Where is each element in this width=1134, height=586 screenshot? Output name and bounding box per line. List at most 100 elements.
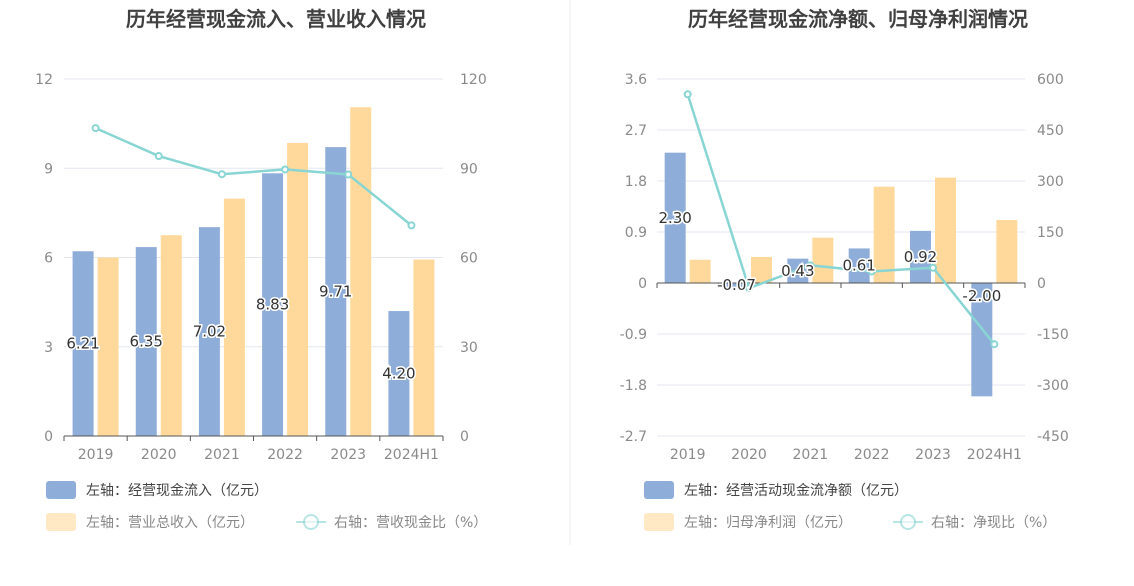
- bar-series-2: [350, 107, 372, 436]
- bar-series-1: [325, 147, 347, 436]
- y-right-tick-label: 120: [460, 72, 487, 88]
- legend-label-series-1: 左轴：经营现金流入（亿元）: [86, 483, 268, 499]
- y-right-tick-label: 450: [1037, 123, 1064, 139]
- y-right-tick-label: 60: [460, 251, 478, 267]
- bar-data-label: -2.00: [962, 287, 1001, 305]
- y-left-tick-label: -2.7: [620, 429, 647, 445]
- x-tick-label: 2021: [793, 447, 829, 463]
- chart-title-left: 历年经营现金流入、营业收入情况: [126, 7, 426, 31]
- y-right-tick-label: 0: [1037, 276, 1046, 292]
- bar-series-1: [971, 283, 993, 397]
- bar-series-2: [287, 142, 309, 436]
- y-right-tick-label: 90: [460, 161, 478, 177]
- bar-series-2: [935, 177, 956, 283]
- y-left-tick-label: 9: [44, 161, 53, 177]
- line-point: [154, 152, 163, 161]
- bar-series-1: [388, 311, 410, 436]
- bar-series-1: [262, 173, 284, 436]
- y-left-tick-label: 1.8: [625, 174, 647, 190]
- bar-series-2: [996, 220, 1018, 283]
- line-point: [683, 90, 692, 99]
- x-tick-label: 2024H1: [384, 447, 439, 463]
- y-left-tick-label: 3: [44, 340, 53, 356]
- line-point: [281, 165, 290, 174]
- y-left-tick-label: -1.8: [620, 378, 647, 394]
- legend-label-series-2: 左轴：营业总收入（亿元）: [86, 515, 254, 531]
- x-tick-label: 2022: [854, 447, 890, 463]
- y-left-tick-label: 3.6: [625, 72, 647, 88]
- legend-label-series-3: 右轴：营收现金比（%）: [334, 515, 487, 531]
- y-left-tick-label: 0: [44, 429, 53, 445]
- line-point: [91, 124, 100, 133]
- line-point: [745, 284, 753, 293]
- x-tick-label: 2020: [141, 447, 177, 463]
- line-point: [407, 221, 416, 230]
- legend-label-series-2: 左轴：归母净利润（亿元）: [684, 514, 852, 531]
- bar-data-label: 6.35: [130, 333, 163, 351]
- bar-series-2: [223, 198, 245, 436]
- chart-title-right: 历年经营现金流净额、归母净利润情况: [688, 7, 1028, 31]
- x-tick-label: 2022: [267, 447, 303, 463]
- line-point: [990, 340, 999, 349]
- y-left-tick-label: 12: [35, 72, 53, 88]
- bar-series-1: [664, 152, 686, 283]
- x-tick-label: 2021: [204, 447, 240, 463]
- y-right-tick-label: 600: [1037, 72, 1064, 88]
- bar-series-1: [198, 227, 220, 436]
- x-tick-label: 2019: [670, 447, 706, 463]
- y-left-tick-label: 2.7: [625, 123, 647, 139]
- legend-swatch-series-3-marker: [303, 514, 319, 530]
- y-right-tick-label: 300: [1037, 174, 1064, 190]
- line-point: [806, 261, 815, 270]
- x-tick-label: 2024H1: [967, 447, 1022, 463]
- y-left-tick-label: 0.9: [625, 225, 647, 241]
- y-left-tick-label: -0.9: [620, 327, 647, 343]
- bar-series-2: [160, 235, 182, 436]
- y-left-tick-label: 0: [638, 276, 647, 292]
- bar-series-2: [812, 237, 834, 283]
- legend-swatch-series-1: [644, 481, 674, 499]
- y-right-tick-label: 0: [460, 429, 469, 445]
- bar-series-1: [848, 248, 870, 283]
- bar-series-1: [135, 247, 157, 436]
- y-left-tick-label: 6: [44, 251, 53, 267]
- x-tick-label: 2023: [915, 447, 951, 463]
- bar-data-label: 2.30: [658, 209, 691, 227]
- x-tick-label: 2020: [731, 447, 767, 463]
- y-right-tick-label: -300: [1037, 378, 1069, 394]
- bar-series-2: [873, 186, 895, 283]
- bar-data-label: 7.02: [193, 323, 226, 341]
- bar-data-label: 9.71: [319, 283, 352, 301]
- line-series-3: [95, 126, 413, 227]
- x-tick-label: 2023: [330, 447, 366, 463]
- x-tick-label: 2019: [78, 447, 114, 463]
- y-right-tick-label: 30: [460, 340, 478, 356]
- y-right-tick-label: -450: [1037, 429, 1069, 445]
- legend-swatch-series-3-marker: [900, 514, 916, 530]
- legend-swatch-series-2: [644, 513, 674, 531]
- bar-data-label: 0.92: [904, 248, 937, 266]
- bar-data-label: -0.07: [717, 276, 756, 294]
- line-point: [929, 263, 937, 272]
- bar-series-2: [689, 259, 711, 283]
- bar-series-1: [72, 251, 94, 436]
- line-point: [217, 170, 226, 179]
- line-series-3: [686, 93, 996, 345]
- legend-label-series-3: 右轴：净现比（%）: [931, 515, 1056, 531]
- bar-series-1: [726, 283, 747, 287]
- bar-data-label: 0.43: [781, 262, 814, 280]
- bar-data-label: 8.83: [256, 296, 289, 314]
- y-right-tick-label: -150: [1037, 327, 1069, 343]
- bar-data-label: 4.20: [382, 365, 415, 383]
- bar-series-2: [751, 256, 772, 283]
- legend-label-series-1: 左轴：经营活动现金流净额（亿元）: [684, 483, 908, 499]
- bar-series-2: [97, 257, 119, 436]
- y-right-tick-label: 150: [1037, 225, 1064, 241]
- legend-swatch-series-2: [46, 513, 76, 531]
- bar-series-2: [413, 259, 435, 436]
- bar-data-label: 6.21: [66, 335, 99, 353]
- bar-data-label: 0.61: [842, 257, 875, 275]
- line-point: [344, 170, 353, 179]
